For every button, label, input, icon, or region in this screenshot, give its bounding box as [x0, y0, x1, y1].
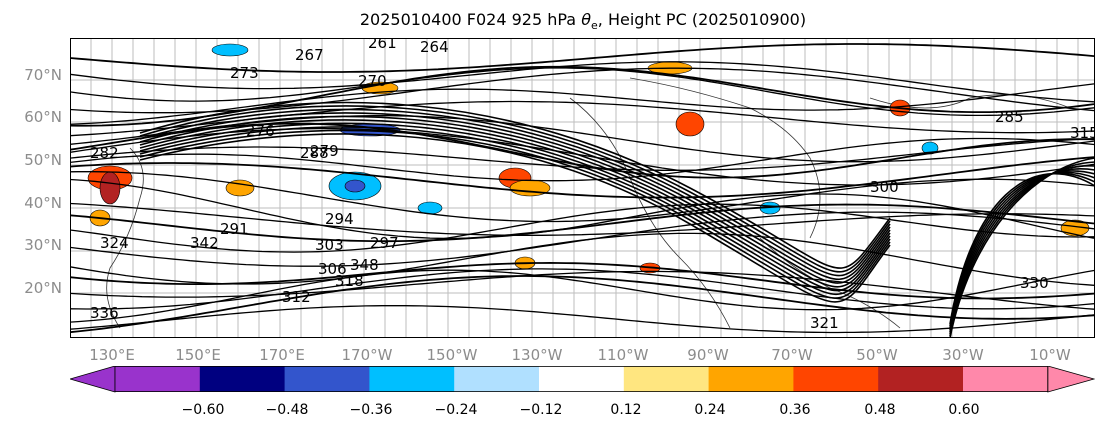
colorbar-segment [284, 366, 370, 392]
lat-tick-label: 50°N [24, 151, 62, 169]
contour-label: 261 [368, 38, 397, 52]
colorbar-segment [199, 366, 286, 392]
contour-label: 330 [1020, 274, 1049, 292]
lon-tick-label: 170°W [341, 346, 393, 364]
contour-label: 336 [90, 304, 119, 322]
contour-label: 285 [995, 108, 1024, 126]
contour-label: 342 [190, 234, 219, 252]
contour-label: 294 [325, 210, 354, 228]
lon-tick-label: 90°W [687, 346, 729, 364]
lat-tick-label: 70°N [24, 66, 62, 84]
contour-label: 264 [420, 38, 449, 56]
height-contours [70, 43, 1095, 338]
contour-label: 291 [220, 220, 249, 238]
title-rest: , Height PC (2025010900) [597, 10, 807, 29]
colorbar-segment [369, 366, 455, 392]
colorbar [70, 366, 1095, 393]
theta-e-shading [87, 43, 1090, 274]
colorbar-under-triangle [70, 366, 116, 393]
lon-tick-label: 130°W [511, 346, 563, 364]
colorbar-tick-label: 0.24 [694, 402, 726, 418]
contour-label: 270 [358, 72, 387, 90]
contour-label: 324 [100, 234, 129, 252]
lon-tick-label: 70°W [771, 346, 813, 364]
contour-label: 288 [300, 144, 329, 162]
lon-tick-label: 50°W [856, 346, 898, 364]
lon-tick-label: 130°E [89, 346, 135, 364]
colorbar-segment [878, 366, 964, 392]
colorbar-tick-label: −0.48 [265, 402, 309, 418]
colorbar-tick-label: 0.36 [779, 402, 811, 418]
contour-label: 300 [870, 178, 899, 196]
contour-label: 312 [282, 288, 311, 306]
colorbar-tick-label: −0.60 [181, 402, 225, 418]
colorbar-tick-label: 0.60 [948, 402, 980, 418]
contour-label: 267 [295, 46, 324, 64]
contour-label: 321 [810, 314, 839, 332]
colorbar-frame [114, 366, 1049, 393]
contour-label: 297 [370, 234, 399, 252]
colorbar-segment [115, 366, 201, 392]
lat-tick-label: 30°N [24, 236, 62, 254]
contour-label: 348 [350, 256, 379, 274]
colorbar-tick-label: −0.12 [519, 402, 563, 418]
lon-tick-label: 30°W [942, 346, 984, 364]
lon-tick-label: 10°W [1029, 346, 1071, 364]
lat-tick-label: 40°N [24, 194, 62, 212]
colorbar-segment [793, 366, 879, 392]
title-subscript: e [590, 19, 598, 33]
colorbar-tick-label: −0.24 [434, 402, 478, 418]
title-symbol: θ [581, 10, 591, 29]
contour-label: 315 [1070, 124, 1095, 142]
colorbar-segment [454, 366, 540, 392]
colorbar-tick-label: −0.36 [349, 402, 393, 418]
contour-label: 318 [335, 272, 364, 290]
map-panel: 261 264 267 270 273 276 279 282 285 288 291 294 297 3… [70, 38, 1095, 338]
contour-label: 303 [315, 236, 344, 254]
lon-tick-label: 150°W [426, 346, 478, 364]
lat-tick-label: 20°N [24, 279, 62, 297]
colorbar-over-triangle [1047, 366, 1095, 393]
contour-label: 273 [230, 64, 259, 82]
lat-tick-label: 60°N [24, 108, 62, 126]
map-title: 2025010400 F024 925 hPa θe, Height PC (2… [0, 10, 1105, 32]
lon-tick-label: 150°E [175, 346, 221, 364]
colorbar-segment [708, 366, 794, 392]
colorbar-tick-label: 0.12 [610, 402, 642, 418]
contour-label: 306 [318, 260, 347, 278]
contour-labels: 261 264 267 270 273 276 279 282 285 288 291 294 297 3… [90, 38, 1095, 332]
colorbar-segment [963, 366, 1049, 392]
map-frame [70, 38, 1095, 338]
colorbar-segment [539, 366, 625, 392]
colorbar-tick-label: 0.48 [864, 402, 896, 418]
contour-label: 282 [90, 144, 119, 162]
title-main: 2025010400 F024 925 hPa [359, 10, 577, 29]
lon-tick-label: 170°E [259, 346, 305, 364]
lon-tick-label: 110°W [597, 346, 649, 364]
colorbar-segment [623, 366, 710, 392]
contour-label: 279 [310, 142, 339, 160]
contour-label: 276 [246, 122, 275, 140]
